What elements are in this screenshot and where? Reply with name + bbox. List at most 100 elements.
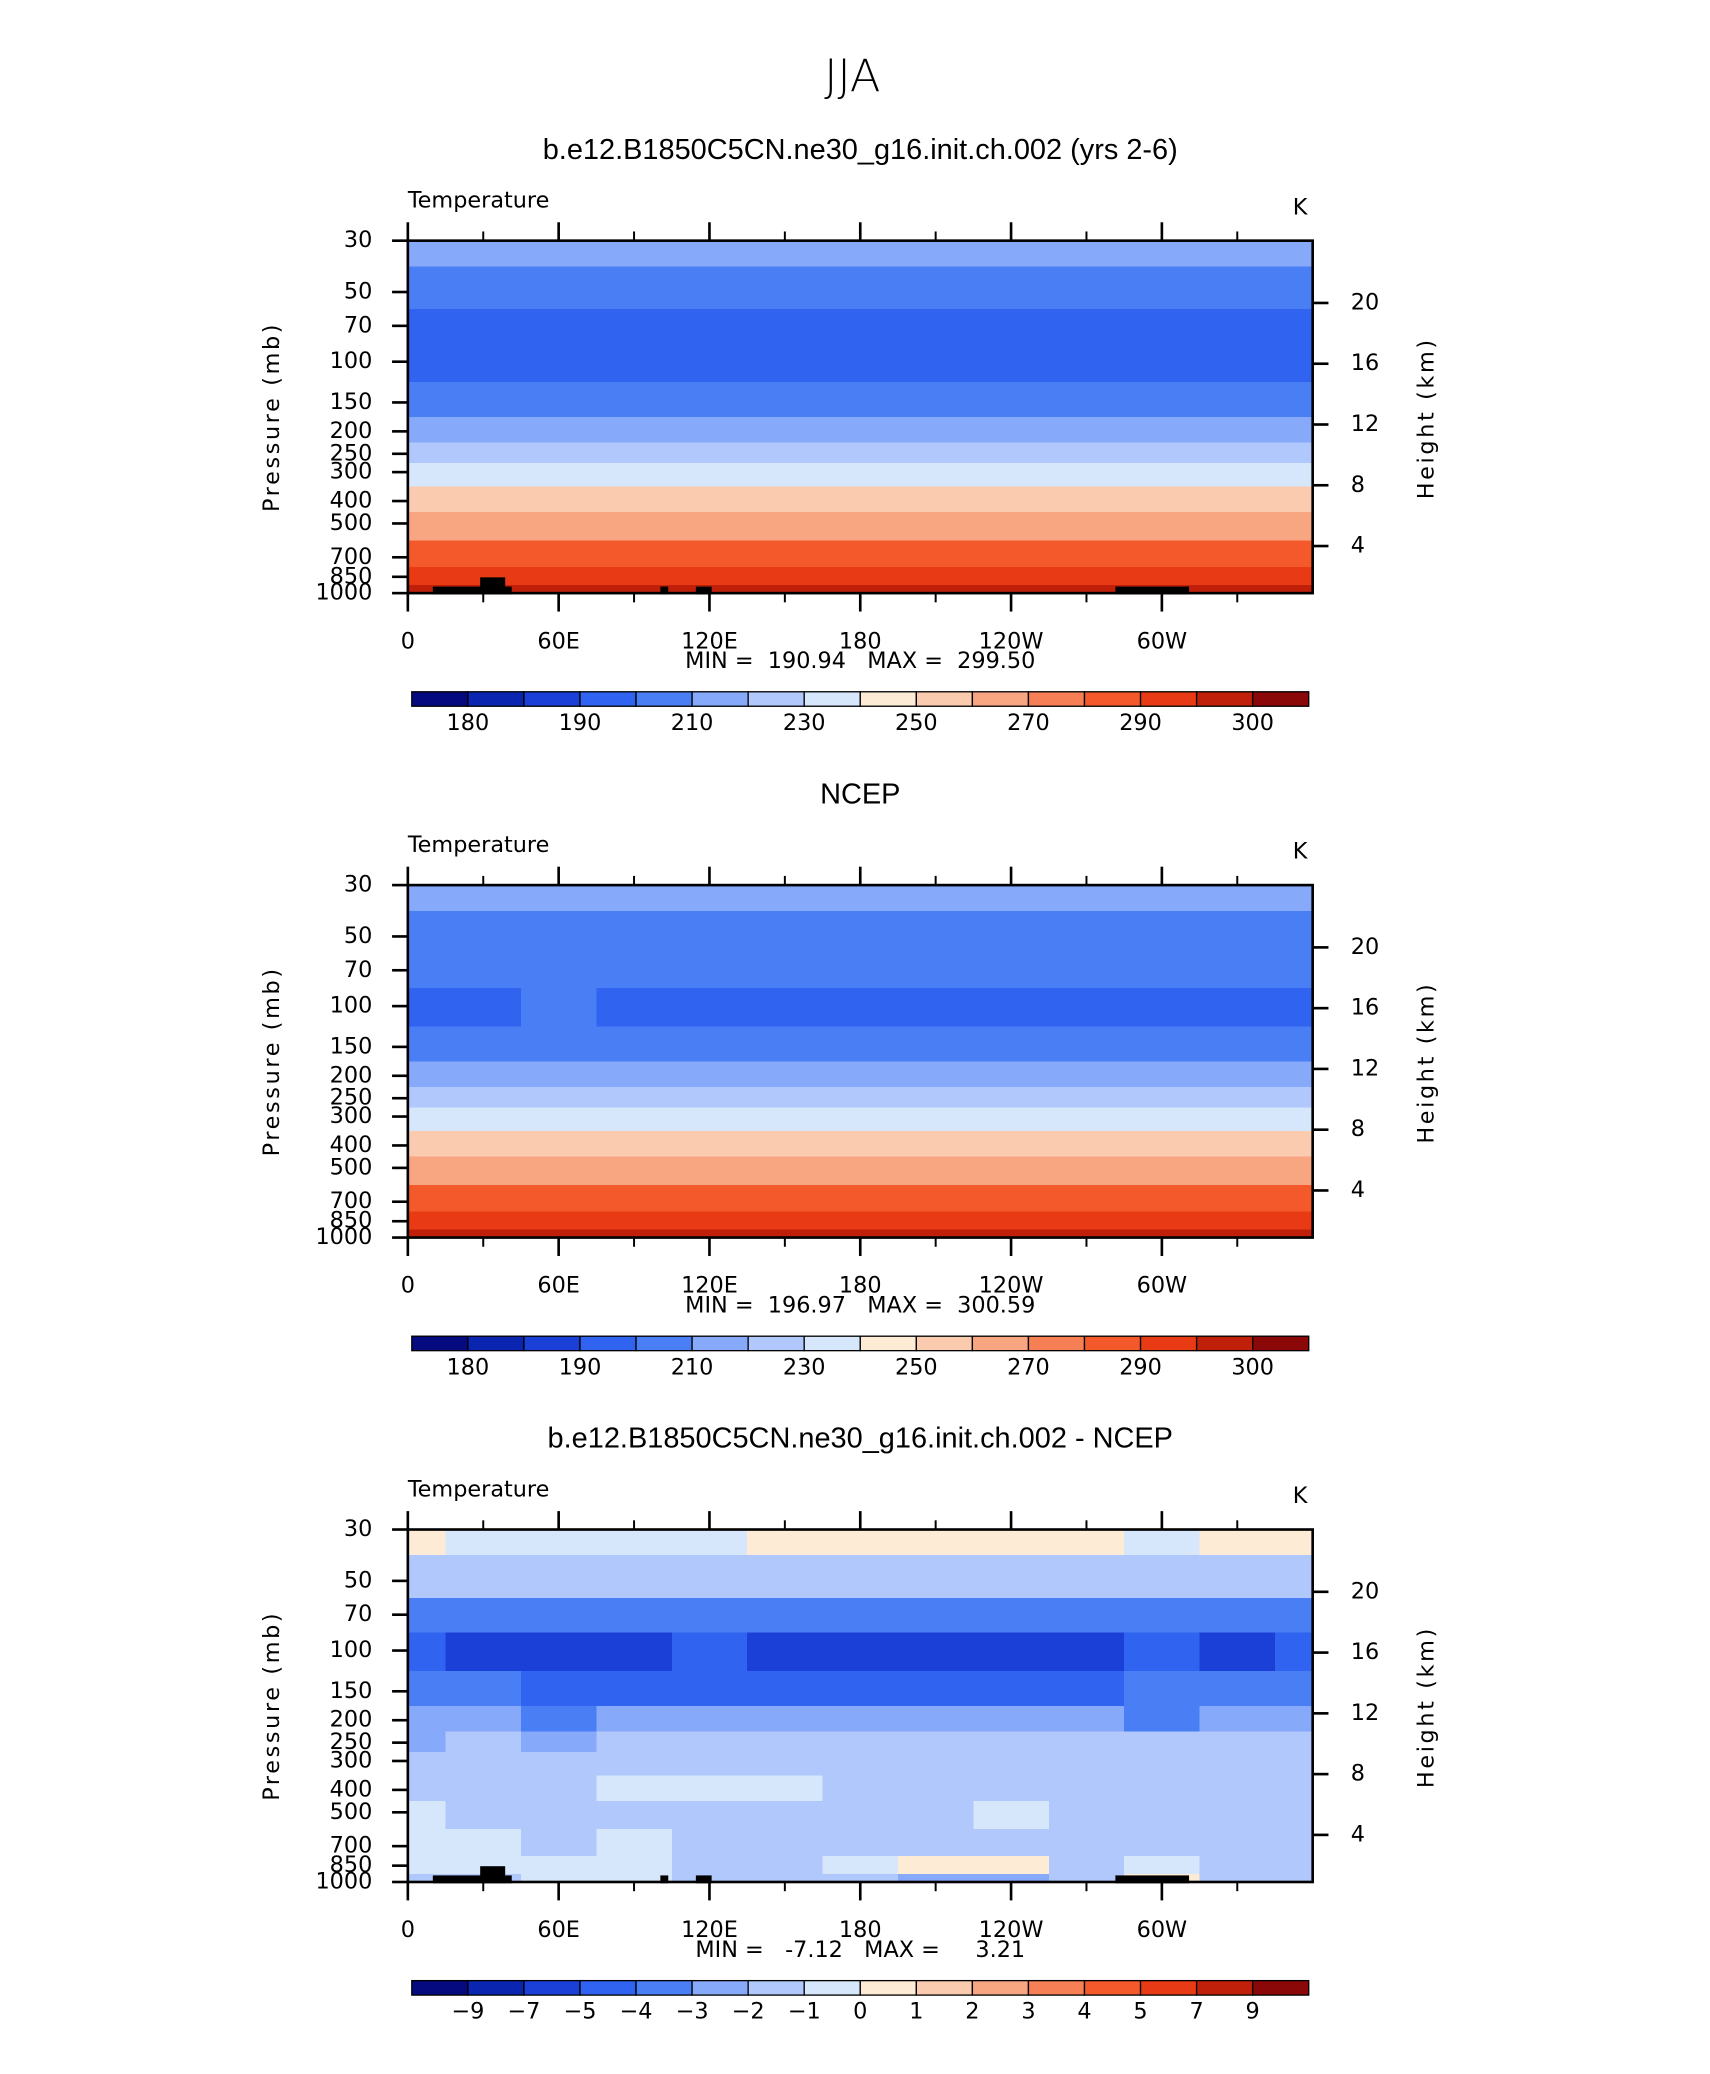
contour-cell bbox=[520, 540, 598, 568]
x-tick-label: 120E bbox=[681, 1917, 738, 1943]
contour-cell bbox=[407, 953, 447, 989]
contour-cell bbox=[1124, 1184, 1201, 1213]
contour-cell bbox=[1199, 343, 1276, 383]
topography bbox=[660, 1875, 669, 1884]
contour-cell bbox=[822, 1211, 899, 1231]
contour-cell bbox=[897, 988, 975, 1028]
contour-cell bbox=[1199, 1705, 1276, 1733]
contour-cell bbox=[596, 1855, 673, 1875]
contour-cell bbox=[1274, 1731, 1314, 1753]
contour-cell bbox=[1048, 1555, 1125, 1599]
colorbar-box bbox=[915, 691, 974, 707]
contour-cell bbox=[1274, 1801, 1314, 1831]
contour-cell bbox=[897, 442, 975, 464]
contour-cell bbox=[973, 1829, 1050, 1857]
contour-cell bbox=[445, 1156, 522, 1186]
contour-cell bbox=[671, 1107, 748, 1132]
contour-cell bbox=[445, 1026, 522, 1063]
contour-cell bbox=[747, 1229, 824, 1239]
contour-cell bbox=[973, 442, 1050, 464]
contour-field bbox=[407, 885, 1314, 1239]
contour-cell bbox=[822, 382, 899, 418]
y-tick-label: 70 bbox=[344, 957, 372, 983]
contour-cell bbox=[1048, 1131, 1125, 1158]
contour-cell bbox=[445, 988, 522, 1028]
y2-tick-label: 12 bbox=[1351, 411, 1379, 437]
colorbar-box bbox=[1195, 1335, 1254, 1352]
contour-cell bbox=[596, 1597, 673, 1634]
contour-cell bbox=[1048, 416, 1125, 444]
contour-cell bbox=[822, 1751, 899, 1777]
y-tick-label: 1000 bbox=[315, 1224, 372, 1250]
y-axis-title: Pressure (mb) bbox=[259, 322, 285, 512]
contour-cell bbox=[407, 1087, 447, 1109]
contour-cell bbox=[747, 266, 824, 310]
contour-cell bbox=[1274, 953, 1314, 989]
contour-cell bbox=[445, 512, 522, 542]
colorbar-label: 2 bbox=[965, 1999, 979, 2025]
y-tick-label: 500 bbox=[330, 510, 373, 536]
y-tick-label: 850 bbox=[330, 1852, 373, 1878]
contour-cell bbox=[520, 1555, 598, 1599]
contour-cell bbox=[897, 1555, 975, 1599]
contour-cell bbox=[822, 1529, 899, 1556]
x-tick-label: 60W bbox=[1137, 628, 1188, 654]
contour-cell bbox=[1274, 343, 1314, 383]
colorbar-box bbox=[411, 1335, 469, 1352]
contour-cell bbox=[445, 416, 522, 444]
contour-cell bbox=[671, 416, 748, 444]
contour-cell bbox=[1274, 1829, 1314, 1857]
contour-cell bbox=[596, 266, 673, 310]
contour-cell bbox=[1048, 343, 1125, 383]
contour-cell bbox=[897, 910, 975, 955]
figure-title: JJA bbox=[824, 49, 880, 102]
contour-cell bbox=[1048, 382, 1125, 418]
contour-cell bbox=[671, 1751, 748, 1777]
contour-cell bbox=[1199, 1107, 1276, 1132]
contour-cell bbox=[445, 240, 522, 268]
colorbar-box bbox=[747, 1335, 805, 1352]
colorbar-label: 270 bbox=[1007, 710, 1050, 736]
contour-cell bbox=[596, 462, 673, 488]
contour-cell bbox=[596, 382, 673, 418]
contour-cell bbox=[445, 308, 522, 345]
y-tick-label: 50 bbox=[344, 279, 372, 305]
contour-cell bbox=[1274, 1107, 1314, 1132]
colorbar-box bbox=[691, 1979, 749, 1996]
contour-cell bbox=[407, 462, 447, 488]
panel-title: b.e12.B1850C5CN.ne30_g16.init.ch.002 (yr… bbox=[543, 134, 1178, 166]
contour-cell bbox=[1048, 512, 1125, 542]
contour-cell bbox=[897, 1705, 975, 1733]
y-tick-label: 30 bbox=[344, 1516, 372, 1542]
contour-cell bbox=[973, 567, 1050, 586]
contour-cell bbox=[520, 343, 598, 383]
colorbar-box bbox=[859, 1335, 917, 1352]
contour-cell bbox=[1199, 512, 1276, 542]
contour-cell bbox=[671, 266, 748, 310]
contour-cell bbox=[520, 1107, 598, 1132]
colorbar-box bbox=[859, 1979, 917, 1996]
contour-cell bbox=[1048, 1632, 1125, 1672]
x-tick-label: 120W bbox=[979, 1273, 1044, 1299]
contour-cell bbox=[747, 240, 824, 268]
contour-cell bbox=[1048, 1184, 1125, 1213]
colorbar-box bbox=[691, 1335, 749, 1352]
contour-cell bbox=[1199, 1026, 1276, 1063]
contour-cell bbox=[445, 486, 522, 514]
contour-cell bbox=[822, 1107, 899, 1132]
panel-title: b.e12.B1850C5CN.ne30_g16.init.ch.002 - N… bbox=[548, 1423, 1173, 1455]
colorbar-box bbox=[1083, 1979, 1142, 1996]
contour-cell bbox=[822, 1087, 899, 1109]
contour-cell bbox=[1124, 953, 1201, 989]
contour-cell bbox=[1048, 567, 1125, 586]
contour-cell bbox=[897, 1107, 975, 1132]
colorbar-box bbox=[1139, 1979, 1198, 1996]
contour-cell bbox=[671, 1131, 748, 1158]
contour-cell bbox=[520, 1211, 598, 1231]
contour-cell bbox=[973, 1731, 1050, 1753]
colorbar-box bbox=[1027, 691, 1086, 707]
contour-cell bbox=[671, 343, 748, 383]
colorbar-box bbox=[1252, 1335, 1310, 1352]
contour-cell bbox=[445, 1061, 522, 1088]
contour-cell bbox=[1274, 1026, 1314, 1063]
